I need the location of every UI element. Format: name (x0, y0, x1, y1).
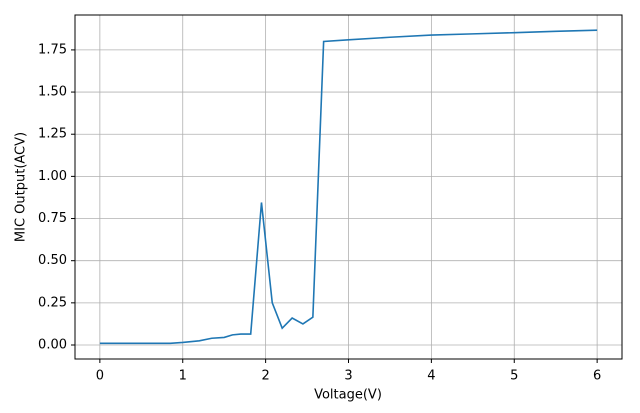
x-tick-label: 2 (261, 369, 269, 384)
plot-frame (74, 14, 623, 360)
y-tick-label: 0.25 (38, 295, 67, 310)
x-tick-label: 0 (96, 369, 104, 384)
y-tick-label: 1.75 (38, 42, 67, 57)
y-tick-label: 1.50 (38, 85, 67, 100)
x-tick-label: 3 (344, 369, 352, 384)
x-tick-label: 5 (510, 369, 518, 384)
y-axis-label: MIC Output(ACV) (14, 132, 29, 242)
y-tick-label: 0.75 (38, 211, 67, 226)
x-tick-label: 4 (427, 369, 435, 384)
x-tick-label: 6 (593, 369, 601, 384)
x-tick-label: 1 (179, 369, 187, 384)
y-tick-label: 0.00 (38, 338, 67, 353)
y-tick-label: 1.25 (38, 127, 67, 142)
x-axis-label: Voltage(V) (314, 388, 382, 403)
data-line (99, 29, 598, 345)
y-tick-label: 1.00 (38, 169, 67, 184)
y-tick-label: 0.50 (38, 253, 67, 268)
